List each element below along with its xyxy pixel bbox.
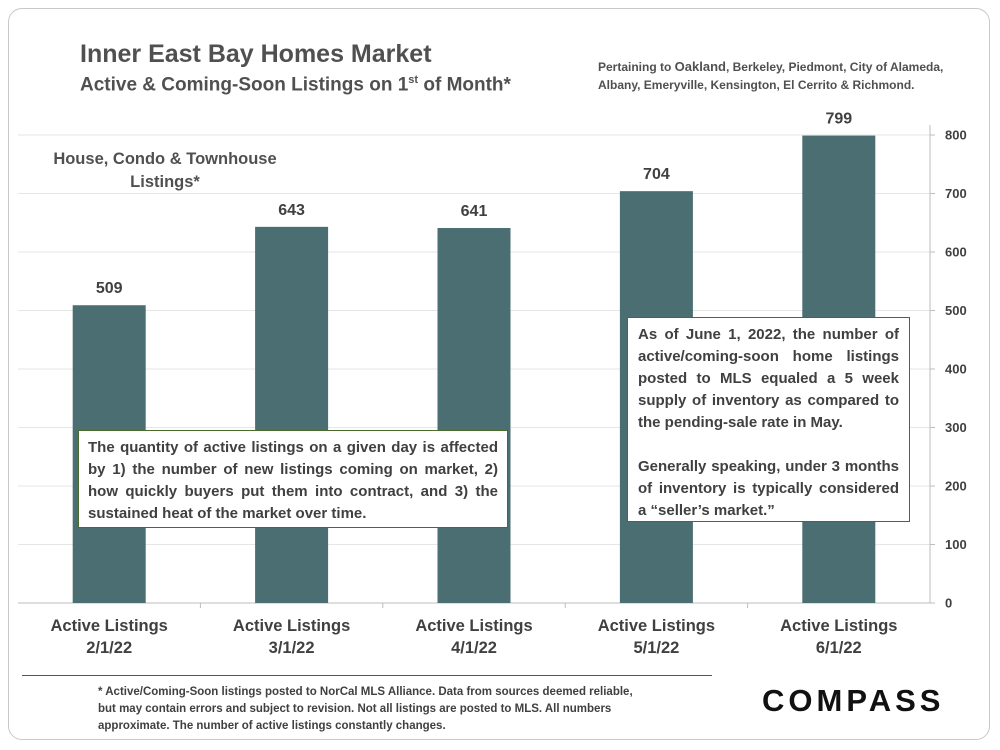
y-tick-label: 600 bbox=[945, 245, 967, 260]
right-annotation-p1: As of June 1, 2022, the number of active… bbox=[638, 326, 899, 431]
y-tick-label: 100 bbox=[945, 537, 967, 552]
slide-frame bbox=[8, 8, 990, 740]
x-tick-label-date: 5/1/22 bbox=[633, 639, 679, 657]
left-annotation: The quantity of active listings on a giv… bbox=[78, 430, 508, 528]
x-tick-label-date: 3/1/22 bbox=[269, 639, 315, 657]
x-tick-label-date: 2/1/22 bbox=[86, 639, 132, 657]
x-tick-label-date: 4/1/22 bbox=[451, 639, 497, 657]
y-tick-label: 400 bbox=[945, 362, 967, 377]
data-label: 641 bbox=[461, 203, 488, 220]
right-annotation-p2: Generally speaking, under 3 months of in… bbox=[638, 458, 899, 519]
y-tick-label: 700 bbox=[945, 186, 967, 201]
pertaining-note: Pertaining to Oakland, Berkeley, Piedmon… bbox=[598, 59, 944, 92]
y-tick-label: 200 bbox=[945, 479, 967, 494]
bar bbox=[437, 228, 511, 603]
data-label: 509 bbox=[96, 280, 123, 297]
x-tick-label: Active Listings bbox=[780, 617, 897, 635]
footnote: * Active/Coming-Soon listings posted to … bbox=[98, 686, 633, 732]
x-tick-label: Active Listings bbox=[51, 617, 168, 635]
data-label: 704 bbox=[643, 166, 670, 183]
right-annotation: As of June 1, 2022, the number of active… bbox=[627, 317, 910, 522]
y-tick-label: 300 bbox=[945, 420, 967, 435]
chart-subtitle: Active & Coming-Soon Listings on 1st of … bbox=[80, 74, 511, 96]
x-tick-label-date: 6/1/22 bbox=[816, 639, 862, 657]
y-tick-label: 500 bbox=[945, 303, 967, 318]
y-tick-label: 800 bbox=[945, 128, 967, 143]
compass-logo: COMPASS bbox=[762, 683, 945, 718]
x-tick-label: Active Listings bbox=[598, 617, 715, 635]
series-label: House, Condo & Townhouse Listings* bbox=[53, 150, 277, 191]
x-tick-label: Active Listings bbox=[233, 617, 350, 635]
y-tick-label: 0 bbox=[945, 596, 952, 611]
data-label: 799 bbox=[825, 111, 852, 128]
chart-title: Inner East Bay Homes Market bbox=[80, 40, 432, 68]
x-tick-label: Active Listings bbox=[415, 617, 532, 635]
bar bbox=[255, 226, 329, 603]
footnote-divider bbox=[22, 675, 712, 676]
data-label: 643 bbox=[278, 202, 305, 219]
